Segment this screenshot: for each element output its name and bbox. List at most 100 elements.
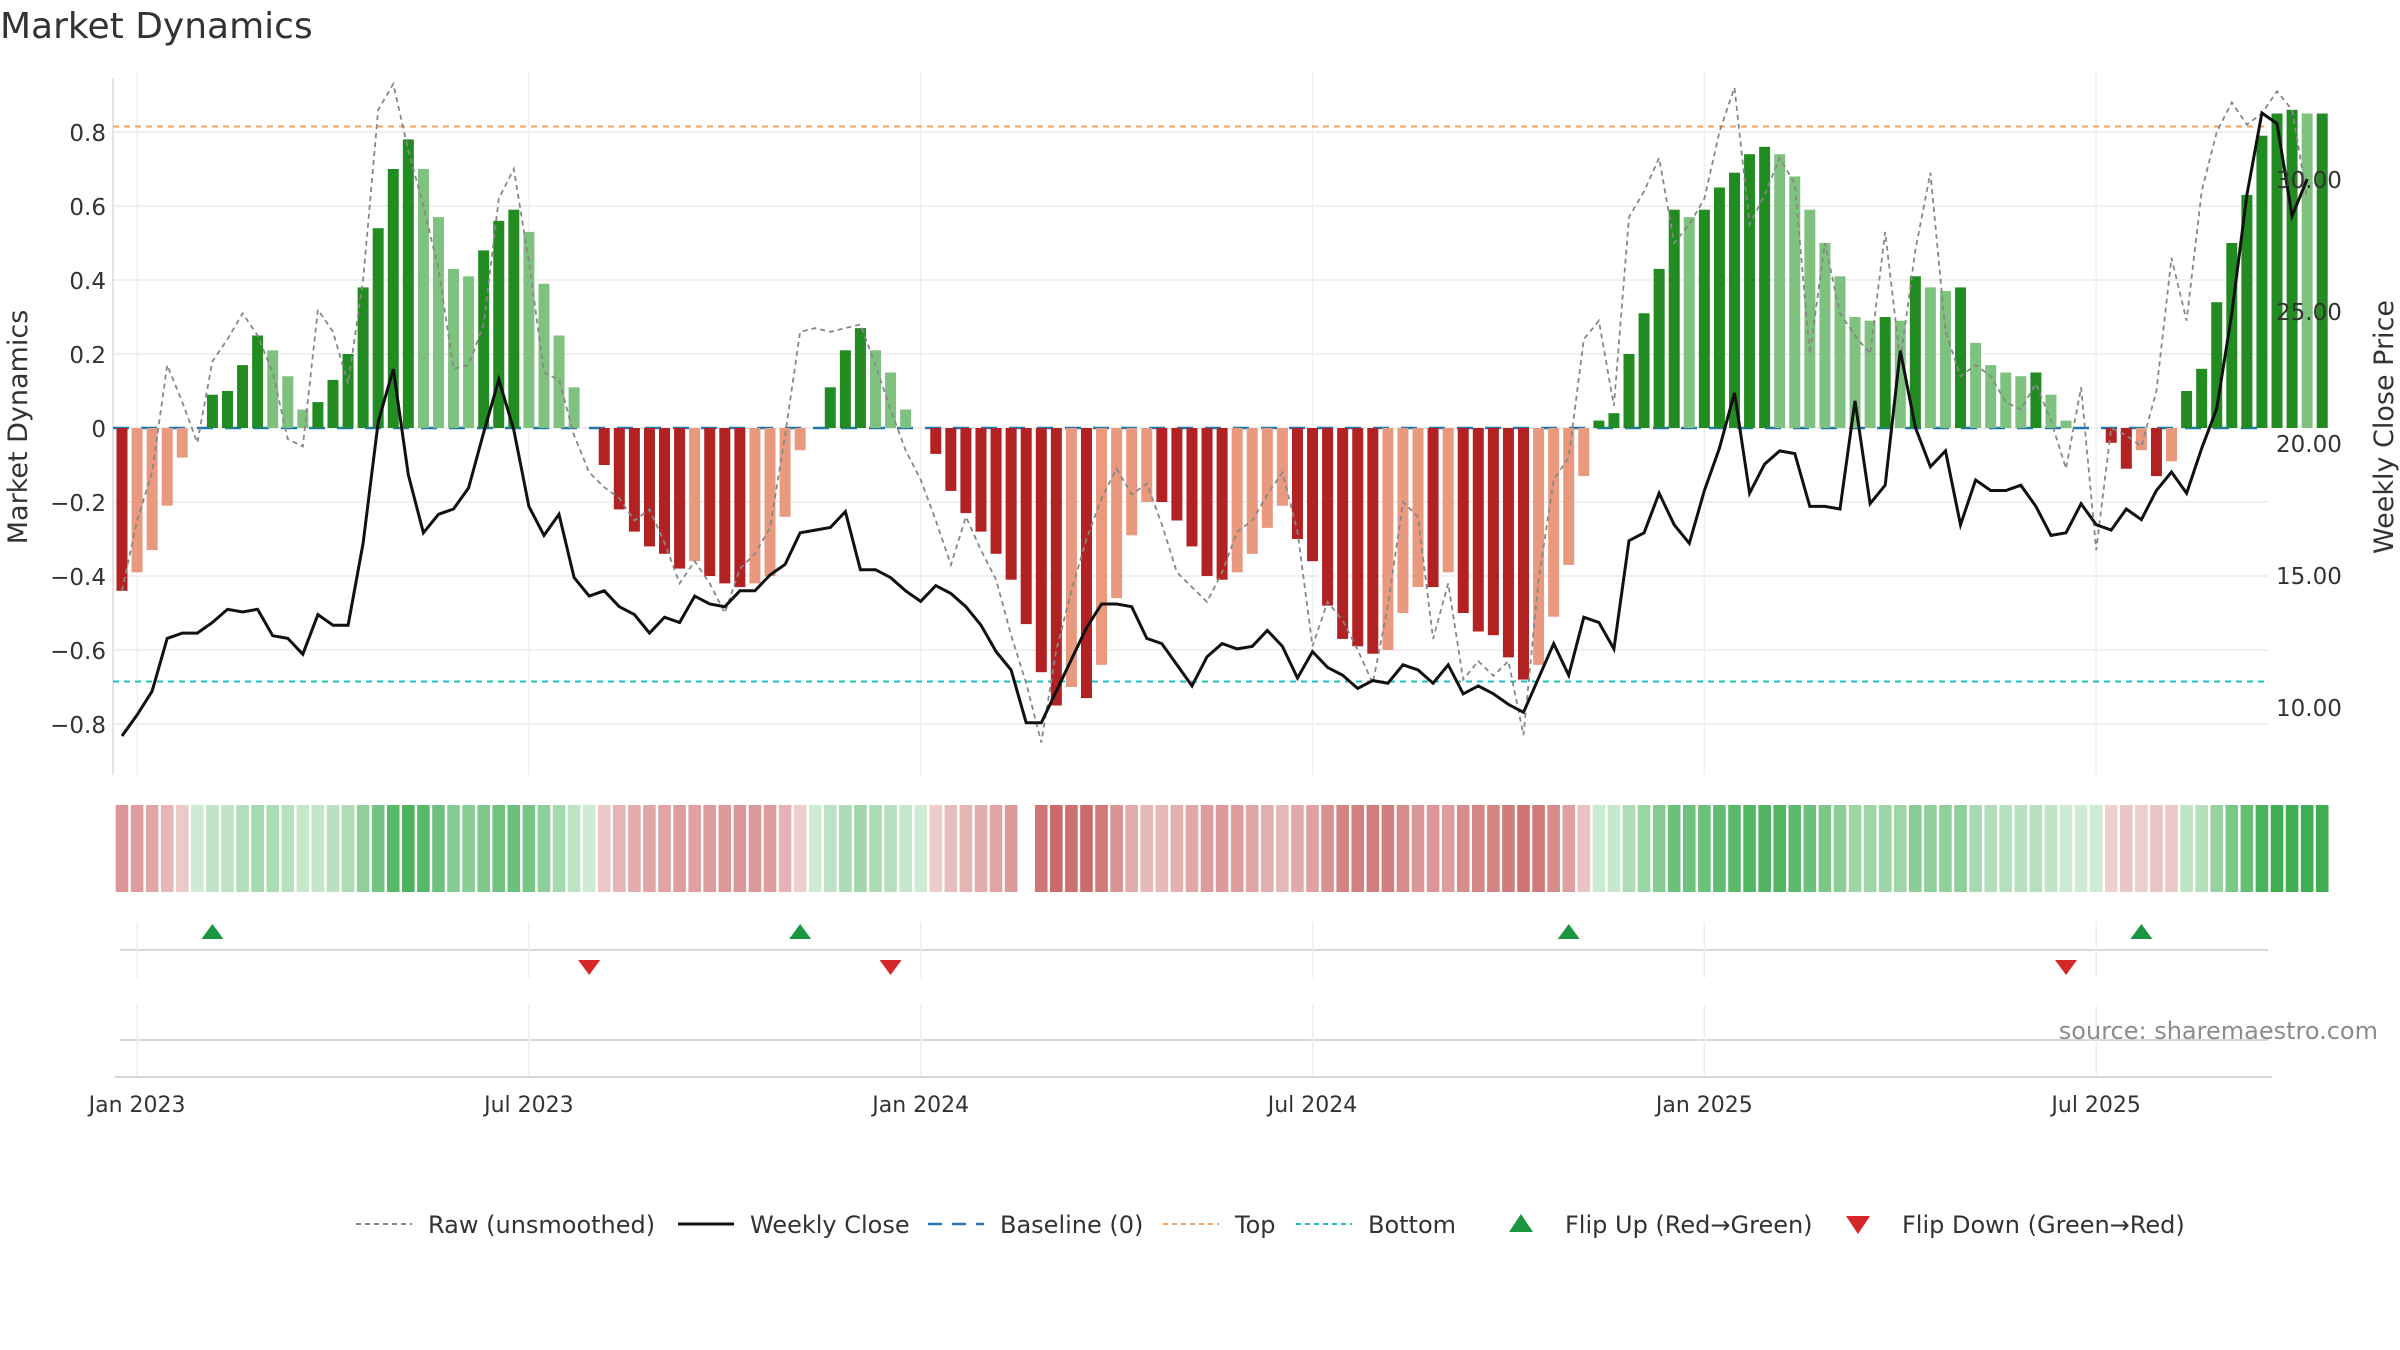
strip-cell <box>2029 805 2043 892</box>
strip-cell <box>823 805 837 892</box>
bar <box>1608 413 1620 428</box>
strip-cell <box>2240 805 2254 892</box>
strip-cell <box>808 805 822 892</box>
strip-cell <box>2165 805 2178 892</box>
strip-cell <box>447 805 460 892</box>
strip-cell <box>2210 805 2224 892</box>
strip-cell <box>2255 805 2269 892</box>
bar <box>1638 313 1650 428</box>
strip-cell <box>386 805 400 892</box>
strip-cell <box>1969 805 1982 892</box>
bar <box>327 379 339 428</box>
strip-cell <box>1095 805 1108 892</box>
legend-label: Baseline (0) <box>1000 1211 1143 1239</box>
strip-cell <box>1577 805 1591 892</box>
y-tick-label: 0.6 <box>69 195 106 221</box>
legend-item: Raw (unsmoothed) <box>356 1211 655 1239</box>
strip-cell <box>929 805 943 892</box>
bar <box>1909 276 1921 428</box>
bar <box>2271 113 2283 428</box>
bar <box>1352 428 1364 647</box>
legend-label: Raw (unsmoothed) <box>428 1211 655 1239</box>
bar <box>779 428 791 517</box>
strip-cell <box>2104 805 2118 892</box>
strip-cell <box>1682 805 1696 892</box>
strip-cell <box>778 805 792 892</box>
bar <box>267 350 279 428</box>
legend-swatch-flip-down <box>1846 1216 1870 1234</box>
bar <box>1276 428 1288 506</box>
bar <box>176 428 188 458</box>
bar <box>2166 428 2178 462</box>
strip-cell <box>2044 805 2058 892</box>
strip-cell <box>1351 805 1365 892</box>
bar <box>1080 428 1092 699</box>
x-tick-label: Jul 2024 <box>1266 1093 1358 1118</box>
bar <box>1894 320 1906 428</box>
y-tick-label: 0.2 <box>69 343 106 369</box>
bar <box>1970 342 1982 428</box>
strip-cell <box>2270 805 2284 892</box>
bar <box>2120 428 2132 469</box>
bar <box>387 169 399 428</box>
bar <box>1065 428 1077 687</box>
strip-cell <box>1773 805 1786 892</box>
bar <box>1593 420 1605 428</box>
strip-cell <box>1652 805 1666 892</box>
bar <box>1412 428 1424 588</box>
bar <box>1939 291 1951 428</box>
bar <box>1246 428 1258 554</box>
weekly-close-line <box>120 110 2309 737</box>
bar <box>1472 428 1484 632</box>
x-tick-label: Jan 2025 <box>1654 1093 1753 1118</box>
bar <box>417 169 429 428</box>
strip-cell <box>1004 805 1018 892</box>
bar <box>237 365 249 428</box>
bar <box>1307 428 1319 562</box>
y2-tick-label: 10.00 <box>2276 696 2342 722</box>
bar <box>1713 187 1725 428</box>
bar <box>116 428 128 591</box>
strip-cell <box>854 805 867 892</box>
strip-cell <box>2180 805 2193 892</box>
raw-line-layer <box>121 81 2309 743</box>
bar <box>1111 428 1123 599</box>
strip-cell <box>884 805 897 892</box>
bar <box>2015 376 2027 428</box>
bar <box>2286 109 2298 429</box>
bar <box>2256 135 2268 428</box>
bar <box>1924 287 1936 428</box>
bar <box>463 276 475 428</box>
strip-cell <box>658 805 671 892</box>
strip-cell <box>2300 805 2314 892</box>
bar <box>1141 428 1153 502</box>
bar <box>1337 428 1349 639</box>
strip-cell <box>1637 805 1651 892</box>
strip-cell <box>2120 805 2133 892</box>
bar <box>704 428 716 576</box>
bar <box>1050 428 1062 706</box>
source-watermark: source: sharemaestro.com <box>2059 1017 2378 1045</box>
strip-cell <box>869 805 882 892</box>
strip-cell <box>296 805 310 892</box>
strip-cell <box>2074 805 2088 892</box>
strip-cell <box>1547 805 1560 892</box>
strip-cell <box>2285 805 2299 892</box>
x-tick-label: Jul 2023 <box>482 1093 574 1118</box>
bar <box>1744 154 1756 428</box>
strip-cell <box>2014 805 2028 892</box>
strip-cell <box>643 805 656 892</box>
bar <box>2030 372 2042 428</box>
strip-cell <box>1261 805 1274 892</box>
bar <box>221 391 233 428</box>
strip-cell <box>763 805 777 892</box>
bar <box>2226 243 2238 428</box>
strip-cell <box>1517 805 1530 892</box>
strip-cell <box>2135 805 2148 892</box>
bar <box>885 372 897 428</box>
bar <box>1322 428 1334 606</box>
legend-swatch-flip-up <box>1509 1214 1533 1232</box>
strip-cell <box>1456 805 1470 892</box>
flip-down-marker <box>879 960 902 975</box>
